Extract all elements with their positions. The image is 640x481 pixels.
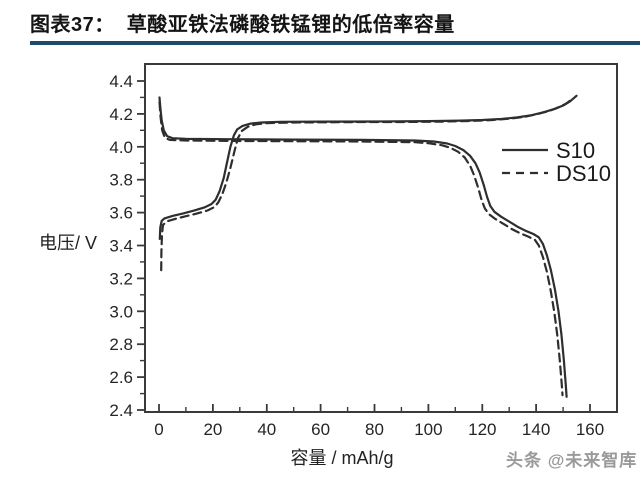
- x-axis-label: 容量 / mAh/g: [290, 448, 393, 468]
- y-tick-label: 3.8: [109, 171, 133, 190]
- x-tick-label: 140: [522, 420, 550, 439]
- series-DS10-discharge: [158, 101, 564, 397]
- x-tick-label: 100: [414, 420, 442, 439]
- plot-frame: [144, 63, 618, 413]
- y-tick-label: 2.8: [109, 335, 133, 354]
- legend-label-S10: S10: [556, 138, 595, 163]
- series-DS10-charge: [160, 97, 574, 272]
- y-tick-label: 3.2: [109, 269, 133, 288]
- watermark: 头条 @未来智库: [506, 451, 638, 470]
- legend-label-DS10: DS10: [556, 161, 611, 186]
- figure-label: 图表37：: [30, 14, 115, 36]
- x-tick-label: 120: [468, 420, 496, 439]
- y-tick-label: 2.4: [109, 401, 133, 420]
- x-tick-label: 0: [154, 420, 163, 439]
- y-tick-label: 3.0: [109, 302, 133, 321]
- title-underline: [30, 41, 640, 45]
- y-tick-label: 3.6: [109, 204, 133, 223]
- figure-title: 草酸亚铁法磷酸铁锰锂的低倍率容量: [126, 14, 455, 36]
- y-tick-label: 4.2: [109, 105, 133, 124]
- x-tick-label: 80: [365, 420, 384, 439]
- x-tick-label: 20: [203, 420, 222, 439]
- x-tick-label: 160: [576, 420, 604, 439]
- series-S10-discharge: [158, 96, 568, 398]
- y-axis-label: 电压/ V: [39, 233, 97, 253]
- figure-header: 图表37： 草酸亚铁法磷酸铁锰锂的低倍率容量: [30, 8, 630, 37]
- y-tick-label: 4.4: [109, 72, 133, 91]
- y-tick-label: 2.6: [109, 368, 133, 387]
- x-tick-label: 40: [257, 420, 276, 439]
- y-tick-label: 3.4: [109, 237, 133, 256]
- x-tick-label: 60: [311, 420, 330, 439]
- y-tick-label: 4.0: [109, 138, 133, 157]
